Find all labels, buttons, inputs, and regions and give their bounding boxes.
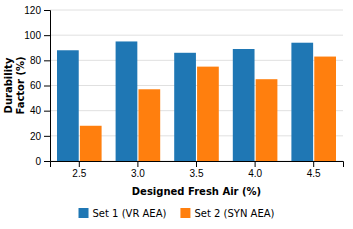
bar bbox=[57, 50, 79, 161]
bars bbox=[57, 41, 336, 161]
bar bbox=[116, 41, 138, 161]
x-axis-title: Designed Fresh Air (%) bbox=[132, 186, 261, 197]
y-tick: 120 bbox=[24, 5, 50, 16]
bar bbox=[314, 57, 336, 161]
bar bbox=[256, 79, 278, 161]
y-tick: 0 bbox=[35, 156, 50, 167]
x-tick-label: 3.5 bbox=[190, 168, 204, 179]
y-axis-title-line: Durability bbox=[3, 57, 14, 113]
bar bbox=[80, 126, 102, 161]
y-tick-label: 20 bbox=[30, 131, 42, 142]
y-tick-mark bbox=[44, 161, 50, 162]
x-tick: 3.5 bbox=[190, 161, 204, 179]
y-tick: 20 bbox=[30, 131, 50, 142]
x-axis: 2.5 3.0 3.5 4.0 4.5 bbox=[51, 161, 344, 179]
x-tick-label: 2.5 bbox=[72, 168, 86, 179]
x-tick: 4.5 bbox=[307, 161, 321, 179]
legend-label: Set 1 (VR AEA) bbox=[93, 208, 167, 219]
grid-line bbox=[50, 35, 343, 36]
y-tick-mark bbox=[44, 111, 50, 112]
grid-line bbox=[50, 10, 343, 11]
x-tick-mark bbox=[196, 161, 197, 167]
bar bbox=[233, 49, 255, 161]
legend-swatch bbox=[79, 208, 89, 218]
x-tick-mark bbox=[137, 161, 138, 167]
y-tick: 40 bbox=[30, 105, 50, 116]
y-tick-mark bbox=[44, 35, 50, 36]
legend-item: Set 2 (SYN AEA) bbox=[180, 208, 274, 219]
y-tick-mark bbox=[44, 86, 50, 87]
legend: Set 1 (VR AEA) Set 2 (SYN AEA) bbox=[79, 208, 275, 219]
grid bbox=[50, 10, 343, 161]
y-axis-line bbox=[44, 11, 51, 162]
bar bbox=[138, 89, 160, 161]
y-tick-label: 0 bbox=[35, 156, 41, 167]
bar bbox=[174, 53, 196, 161]
y-axis-title: DurabilityFactor (%) bbox=[3, 56, 26, 114]
x-tick-mark bbox=[313, 161, 314, 167]
y-tick-label: 60 bbox=[30, 80, 42, 91]
x-tick-mark bbox=[79, 161, 80, 167]
plot: 0 20 40 60 80 100 120 2.5 3.0 3.5 4.0 4.5 bbox=[24, 5, 343, 179]
y-tick-label: 100 bbox=[24, 30, 41, 41]
x-axis-line bbox=[51, 162, 344, 168]
bar bbox=[197, 67, 219, 161]
y-tick-mark bbox=[44, 60, 50, 61]
y-tick-mark bbox=[44, 10, 50, 11]
y-axis-title-line: Factor (%) bbox=[15, 56, 26, 114]
y-tick-label: 40 bbox=[30, 105, 42, 116]
y-tick: 60 bbox=[30, 80, 50, 91]
legend-item: Set 1 (VR AEA) bbox=[79, 208, 167, 219]
chart: 0 20 40 60 80 100 120 2.5 3.0 3.5 4.0 4.5 Designed F… bbox=[0, 0, 353, 229]
y-tick: 100 bbox=[24, 30, 50, 41]
x-tick-label: 4.5 bbox=[307, 168, 321, 179]
x-tick: 2.5 bbox=[72, 161, 86, 179]
series bbox=[80, 57, 336, 161]
y-tick-mark bbox=[44, 136, 50, 137]
x-tick-mark bbox=[255, 161, 256, 167]
legend-swatch bbox=[180, 208, 190, 218]
x-tick: 3.0 bbox=[131, 161, 145, 179]
legend-label: Set 2 (SYN AEA) bbox=[194, 208, 274, 219]
bar bbox=[291, 43, 313, 161]
x-tick: 4.0 bbox=[248, 161, 262, 179]
x-tick-label: 4.0 bbox=[248, 168, 262, 179]
y-tick-label: 80 bbox=[30, 55, 42, 66]
x-tick-label: 3.0 bbox=[131, 168, 145, 179]
series bbox=[57, 41, 313, 161]
y-tick: 80 bbox=[30, 55, 50, 66]
y-tick-label: 120 bbox=[24, 5, 41, 16]
y-axis: 0 20 40 60 80 100 120 bbox=[24, 5, 50, 167]
